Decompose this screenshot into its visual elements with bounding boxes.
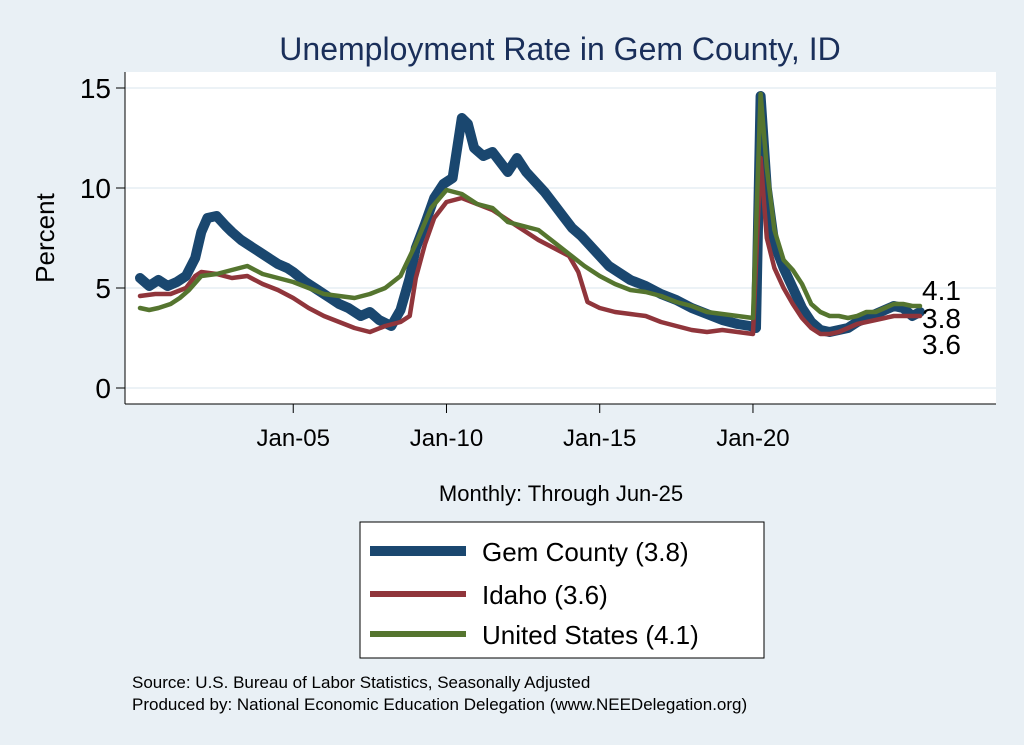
x-axis-label: Monthly: Through Jun-25 bbox=[439, 481, 683, 506]
series-line-idaho bbox=[137, 155, 923, 337]
series-line-united-states bbox=[137, 91, 923, 321]
y-tick-label: 15 bbox=[80, 73, 111, 104]
end-label-gem-county: 3.8 bbox=[922, 303, 961, 334]
legend-label-united-states: United States (4.1) bbox=[482, 620, 699, 650]
legend: Gem County (3.8) Idaho (3.6) United Stat… bbox=[359, 521, 765, 659]
series-line-gem-county bbox=[135, 91, 925, 337]
legend-label-idaho: Idaho (3.6) bbox=[482, 580, 608, 610]
chart-title: Unemployment Rate in Gem County, ID bbox=[279, 31, 840, 67]
axis-layer: 0 5 10 15 Jan-05 Jan-10 Jan-15 Jan-20 bbox=[80, 72, 996, 452]
y-tick-label: 10 bbox=[80, 173, 111, 204]
end-label-united-states: 4.1 bbox=[922, 275, 961, 306]
source-line-1: Source: U.S. Bureau of Labor Statistics,… bbox=[132, 673, 590, 692]
plot-area bbox=[125, 72, 996, 404]
x-tick-label: Jan-05 bbox=[257, 425, 330, 452]
y-tick-label: 5 bbox=[95, 273, 111, 304]
y-axis-label: Percent bbox=[30, 192, 60, 282]
y-tick-label: 0 bbox=[95, 373, 111, 404]
x-tick-label: Jan-10 bbox=[410, 425, 483, 452]
end-label-layer: 3.83.6 4.1 bbox=[922, 275, 961, 360]
end-label-idaho: 3.6 bbox=[922, 329, 961, 360]
source-line-2: Produced by: National Economic Education… bbox=[132, 695, 747, 714]
series-layer bbox=[135, 91, 925, 337]
legend-label-gem-county: Gem County (3.8) bbox=[482, 537, 689, 567]
x-tick-label: Jan-15 bbox=[563, 425, 636, 452]
x-tick-label: Jan-20 bbox=[716, 425, 789, 452]
